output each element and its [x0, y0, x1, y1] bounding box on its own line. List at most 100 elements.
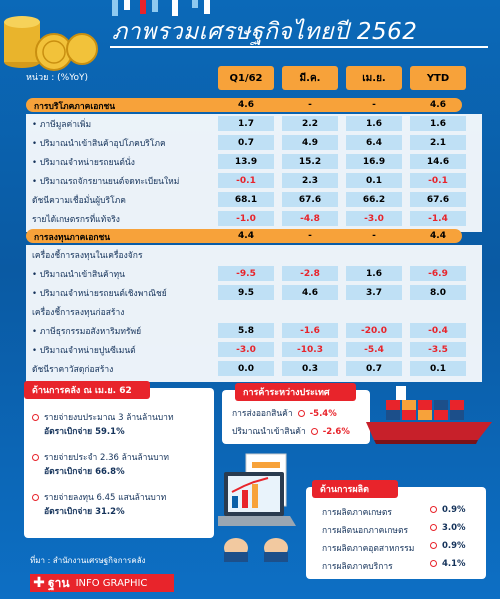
section1-total-cell: 4.6: [238, 100, 254, 110]
table-row: • ปริมาณจำหน่ายปูนซีเมนต์ -3.0 -10.3 -5.4 -3…: [26, 342, 482, 357]
cell-background: [218, 173, 274, 188]
data-cell: [410, 304, 466, 319]
cell-background: [410, 342, 466, 357]
cell-background: [410, 192, 466, 207]
cell-background: [282, 361, 338, 376]
cell-background: [346, 154, 402, 169]
cell-background: [218, 192, 274, 207]
cell-background: [410, 361, 466, 376]
trade-item-label: การส่งออกสินค้า: [232, 409, 293, 419]
data-cell: 14.6: [426, 156, 450, 167]
data-cell: -0.1: [236, 175, 256, 186]
table-row: ดัชนีความเชื่อมั่นผู้บริโภค 68.1 67.6 66.2 6…: [26, 192, 482, 207]
data-cell: 4.6: [302, 287, 318, 298]
trade-item-value: -5.4%: [309, 409, 337, 419]
trade-item-value: -2.6%: [322, 427, 350, 437]
cargo-ship-icon: [366, 386, 492, 444]
production-item-value: 0.9%: [430, 541, 466, 551]
data-cell: -10.3: [297, 344, 323, 355]
cell-background: [282, 154, 338, 169]
cell-background: [282, 173, 338, 188]
row-label: • ปริมาณจำหน่ายรถยนต์เชิงพาณิชย์: [32, 288, 167, 299]
fiscal-card: [24, 388, 214, 538]
data-cell: [410, 247, 466, 262]
row-label: ดัชนีความเชื่อมั่นผู้บริโภค: [32, 195, 126, 206]
section1-total-cell: -: [372, 100, 376, 110]
fiscal-item-line2: อัตราเบิกจ่าย 59.1%: [44, 427, 125, 437]
data-cell: 1.6: [366, 268, 382, 279]
data-cell: -0.1: [428, 175, 448, 186]
cell-background: [410, 173, 466, 188]
production-value-text: 4.1%: [442, 559, 466, 569]
cell-background: [346, 211, 402, 226]
data-cell: -9.5: [236, 268, 256, 279]
data-cell: [346, 247, 402, 262]
table-row: • ปริมาณนำเข้าสินค้าอุปโภคบริโภค 0.7 4.9 6.…: [26, 135, 482, 150]
cell-background: [218, 116, 274, 131]
trade-item-label: ปริมาณนำเข้าสินค้า: [232, 427, 306, 437]
production-item-label: การผลิตภาคบริการ: [322, 562, 393, 572]
production-item-value: 4.1%: [430, 559, 466, 569]
cell-background: [410, 116, 466, 131]
cell-background: [218, 135, 274, 150]
data-cell: 0.1: [366, 175, 382, 186]
data-cell: [218, 304, 274, 319]
section2-header: การลงทุนภาคเอกชน 4.4 - - 4.4: [26, 229, 462, 243]
bullet-icon: [32, 414, 39, 421]
data-cell: 1.6: [366, 118, 382, 129]
plus-icon: ✚: [33, 575, 45, 591]
table-row: ดัชนีราคาวัสดุก่อสร้าง 0.0 0.3 0.7 0.1: [26, 361, 482, 376]
data-cell: -3.0: [364, 213, 384, 224]
table-row: • ปริมาณจำหน่ายรถยนต์เชิงพาณิชย์ 9.5 4.6 3.…: [26, 285, 482, 300]
cell-background: [282, 192, 338, 207]
section1-label: การบริโภคภาคเอกชน: [34, 102, 116, 112]
cell-background: [282, 266, 338, 281]
fiscal-item-text: รายจ่ายงบประมาณ 3 ล้านล้านบาท: [44, 413, 174, 423]
cell-background: [346, 116, 402, 131]
data-cell: 13.9: [234, 156, 258, 167]
cell-background: [282, 323, 338, 338]
data-cell: -2.8: [300, 268, 320, 279]
brand-logo: ✚ ฐาน INFO GRAPHIC: [30, 574, 174, 592]
cell-background: [218, 211, 274, 226]
table-row: • ปริมาณจำหน่ายรถยนต์นั่ง 13.9 15.2 16.9 14.…: [26, 154, 482, 169]
production-value-text: 0.9%: [442, 505, 466, 515]
cell-background: [282, 116, 338, 131]
cell-background: [346, 361, 402, 376]
logo-suffix: INFO GRAPHIC: [75, 577, 148, 589]
data-cell: 16.9: [362, 156, 386, 167]
table-row: • ปริมาณนำเข้าสินค้าทุน -9.5 -2.8 1.6 -6.9: [26, 266, 482, 281]
section2-total-cell: -: [308, 231, 312, 241]
table-row: • ภาษีธุรกรรมอสังหาริมทรัพย์ 5.8 -1.6 -20.0…: [26, 323, 482, 338]
cell-background: [410, 285, 466, 300]
cell-background: [218, 285, 274, 300]
bullet-icon: [430, 524, 437, 531]
row-label: • ปริมาณรถจักรยานยนต์จดทะเบียนใหม่: [32, 176, 180, 187]
logo-brand: ฐาน: [48, 575, 70, 590]
data-cell: -1.0: [236, 213, 256, 224]
data-cell: 0.7: [366, 363, 382, 374]
cell-background: [346, 323, 402, 338]
trade-item: ปริมาณนำเข้าสินค้า -2.6%: [232, 424, 350, 438]
data-cell: [218, 247, 274, 262]
cell-background: [218, 154, 274, 169]
source-note: ที่มา : สำนักงานเศรษฐกิจการคลัง: [30, 556, 146, 565]
row-label: เครื่องชี้การลงทุนในเครื่องจักร: [32, 250, 143, 261]
unit-label: หน่วย : (%YoY): [26, 73, 89, 83]
coins-icon: [4, 16, 98, 71]
row-label: • ปริมาณจำหน่ายปูนซีเมนต์: [32, 345, 136, 356]
bullet-icon: [310, 428, 318, 435]
production-card: [306, 487, 486, 579]
trade-item: การส่งออกสินค้า -5.4%: [232, 406, 337, 420]
bullet-icon: [32, 494, 39, 501]
table-row: รายได้เกษตรกรที่แท้จริง -1.0 -4.8 -3.0 -1.4: [26, 211, 482, 226]
data-cell: 66.2: [362, 194, 386, 205]
row-label: • ปริมาณนำเข้าสินค้าอุปโภคบริโภค: [32, 138, 166, 149]
production-item-value: 0.9%: [430, 505, 466, 515]
production-value-text: 0.9%: [442, 541, 466, 551]
data-cell: 0.1: [430, 363, 446, 374]
production-value-text: 3.0%: [442, 523, 466, 533]
data-cell: -6.9: [428, 268, 448, 279]
row-label: • ปริมาณจำหน่ายรถยนต์นั่ง: [32, 157, 135, 168]
column-header-q1: Q1/62: [218, 66, 274, 90]
